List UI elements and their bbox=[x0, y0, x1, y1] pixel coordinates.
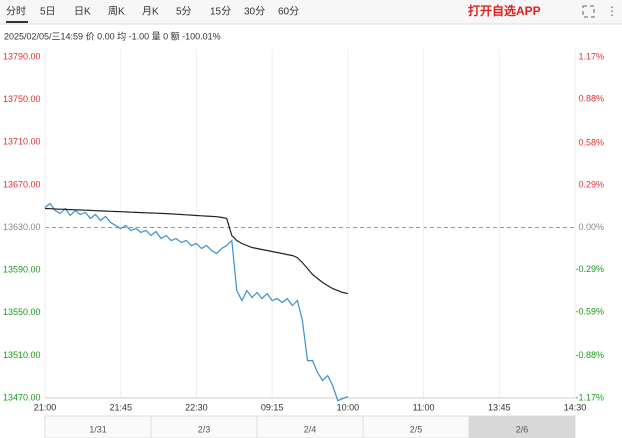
y2-tick-label: -0.29% bbox=[575, 264, 604, 274]
y2-tick-label: 1.17% bbox=[578, 51, 604, 61]
x-tick-label: 10:00 bbox=[337, 402, 360, 412]
x-tick-label: 13:45 bbox=[488, 402, 511, 412]
y-tick-label: 13670.00 bbox=[3, 179, 41, 189]
y-tick-label: 13550.00 bbox=[3, 307, 41, 317]
tab[interactable]: 60分 bbox=[278, 6, 299, 18]
y-tick-label: 13470.00 bbox=[3, 392, 41, 402]
navigator-date[interactable]: 2/6 bbox=[516, 424, 529, 434]
x-tick-label: 11:00 bbox=[413, 402, 435, 412]
y2-tick-label: -1.17% bbox=[575, 392, 604, 402]
y2-tick-label: -0.59% bbox=[575, 306, 604, 316]
y-tick-label: 13790.00 bbox=[3, 51, 41, 61]
y-tick-label: 13630.00 bbox=[3, 222, 41, 232]
price-line bbox=[44, 202, 349, 402]
tab[interactable]: 30分 bbox=[244, 6, 265, 18]
x-tick-label: 14:30 bbox=[564, 402, 587, 412]
fullscreen-icon[interactable] bbox=[582, 5, 595, 18]
y-tick-label: 13510.00 bbox=[3, 350, 41, 360]
navigator-window[interactable] bbox=[469, 416, 575, 438]
y2-tick-label: 0.88% bbox=[578, 94, 604, 104]
y2-tick-label: -0.88% bbox=[575, 350, 604, 360]
toolbar bbox=[0, 0, 622, 24]
tab[interactable]: 周K bbox=[108, 6, 125, 18]
y-tick-label: 13750.00 bbox=[3, 94, 41, 104]
navigator-date[interactable]: 1/31 bbox=[89, 424, 107, 434]
navigator-date[interactable]: 2/4 bbox=[304, 424, 317, 434]
tab[interactable]: 15分 bbox=[210, 6, 231, 18]
app-link[interactable]: 打开自选APP bbox=[468, 3, 541, 18]
y-tick-label: 13710.00 bbox=[3, 137, 41, 147]
y-tick-label: 13590.00 bbox=[3, 265, 41, 275]
tab[interactable]: 分时 bbox=[6, 6, 26, 18]
x-tick-label: 21:00 bbox=[34, 402, 57, 412]
navigator-date[interactable]: 2/5 bbox=[410, 424, 423, 434]
x-tick-label: 22:30 bbox=[185, 402, 208, 412]
tab[interactable]: 日K bbox=[74, 7, 91, 18]
tab[interactable]: 月K bbox=[142, 6, 159, 18]
y2-tick-label: 0.00% bbox=[578, 222, 604, 232]
average-line bbox=[44, 207, 349, 295]
menu-icon[interactable]: ⋮ bbox=[606, 4, 618, 18]
info-line: 2025/02/05/三14:59 价 0.00 均 -1.00 量 0 额 -… bbox=[4, 30, 221, 41]
x-tick-label: 21:45 bbox=[109, 402, 132, 412]
x-tick-label: 09:15 bbox=[261, 402, 284, 412]
tab[interactable]: 5分 bbox=[176, 6, 192, 18]
y2-tick-label: 0.29% bbox=[578, 180, 604, 190]
navigator-date[interactable]: 2/3 bbox=[198, 424, 211, 434]
tab[interactable]: 5日 bbox=[40, 7, 56, 18]
y2-tick-label: 0.58% bbox=[578, 137, 604, 147]
